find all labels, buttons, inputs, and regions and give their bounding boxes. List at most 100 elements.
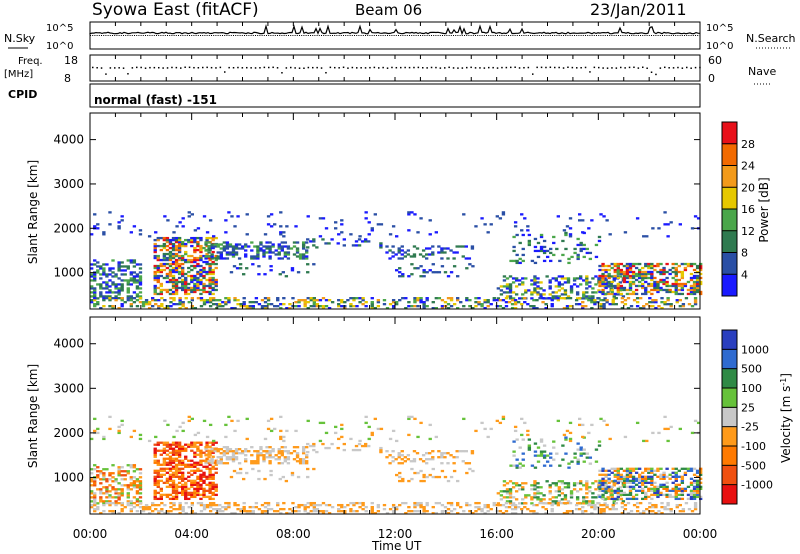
velocity-cell: [678, 427, 682, 431]
velocity-cell: [184, 463, 188, 466]
velocity-cell: [111, 511, 115, 515]
velocity-cell: [90, 480, 94, 483]
velocity-cell: [286, 450, 291, 453]
power-cell: [618, 275, 623, 278]
power-cell: [607, 274, 611, 278]
velocity-cell: [628, 473, 633, 476]
velocity-cell: [557, 480, 562, 483]
velocity-cell: [141, 507, 146, 511]
power-cell: [514, 279, 519, 282]
power-cell: [280, 245, 284, 248]
power-cell: [521, 283, 525, 286]
velocity-cell: [162, 463, 167, 466]
power-cell: [521, 233, 525, 237]
velocity-cell: [208, 487, 212, 491]
nsearch-dot: [178, 35, 179, 36]
velocity-cell: [90, 437, 94, 441]
power-cell: [290, 267, 295, 270]
nsearch-dot: [369, 35, 371, 36]
velocity-cell: [521, 464, 525, 467]
power-cell: [159, 270, 163, 274]
velocity-cell: [631, 477, 636, 480]
power-cell: [606, 291, 610, 294]
velocity-cell: [400, 450, 404, 453]
power-cell: [612, 277, 616, 280]
freq-dot: [646, 67, 648, 69]
power-cell: [674, 280, 678, 284]
velocity-cell: [212, 439, 216, 443]
power-cell: [598, 264, 602, 268]
power-cell: [683, 282, 688, 286]
velocity-cell: [548, 490, 552, 493]
velocity-cell: [681, 507, 686, 511]
power-cell: [151, 299, 155, 302]
power-cell: [202, 288, 206, 292]
nsearch-tick-top: 10^5: [706, 23, 733, 34]
velocity-cell: [114, 503, 118, 507]
power-cell: [625, 280, 630, 284]
power-cell: [364, 305, 368, 308]
velocity-cell: [550, 509, 554, 513]
power-cell: [660, 307, 664, 310]
power-cell: [114, 285, 118, 288]
velocity-cell: [318, 439, 323, 443]
power-cell: [665, 280, 669, 284]
velocity-cell: [153, 483, 157, 486]
velocity-cell: [199, 453, 203, 456]
power-cell: [111, 291, 115, 294]
velocity-cell: [582, 460, 586, 463]
velocity-cell: [505, 492, 510, 495]
power-cell: [521, 293, 525, 296]
velocity-cell: [424, 462, 429, 465]
power-cell: [199, 282, 203, 286]
power-cell: [644, 290, 648, 294]
velocity-cell: [99, 472, 103, 475]
nsearch-dot: [103, 35, 105, 36]
velocity-cell: [547, 501, 551, 505]
velocity-cell: [199, 475, 203, 478]
velocity-cell: [165, 457, 170, 460]
power-cell: [582, 295, 586, 298]
power-cell: [535, 307, 539, 310]
nsearch-dot: [666, 35, 668, 36]
power-cell: [376, 305, 381, 308]
power-cell: [162, 276, 167, 280]
power-cell: [651, 299, 655, 302]
beam-title: Beam 06: [355, 1, 422, 19]
velocity-cell: [274, 454, 278, 457]
velocity-cell: [165, 481, 170, 484]
nsearch-dot: [556, 35, 558, 36]
nsearch-dot: [593, 35, 595, 36]
velocity-cell: [171, 461, 176, 464]
velocity-cell: [205, 457, 209, 460]
velocity-cell: [349, 507, 353, 511]
power-cell: [446, 303, 451, 306]
power-cell: [120, 273, 124, 276]
power-cell: [480, 305, 484, 308]
power-cell: [671, 270, 675, 274]
velocity-cell: [419, 501, 423, 505]
power-cell: [498, 299, 503, 302]
power-cell: [190, 268, 194, 272]
velocity-cell: [168, 463, 173, 466]
power-cell: [315, 246, 319, 249]
velocity-cell: [165, 449, 170, 452]
power-cell: [165, 266, 170, 270]
colorbar-tick-label: 12: [741, 225, 755, 238]
power-cell: [391, 225, 396, 228]
velocity-cell: [440, 456, 444, 459]
velocity-cell: [288, 507, 292, 511]
power-cell: [610, 266, 614, 270]
velocity-cell: [512, 464, 516, 467]
y-tick-label: 2000: [53, 221, 84, 235]
velocity-cell: [309, 503, 313, 507]
velocity-cell: [533, 466, 538, 469]
power-cell: [233, 225, 237, 228]
power-cell: [321, 305, 326, 308]
power-cell: [90, 275, 94, 278]
velocity-cell: [527, 438, 532, 441]
power-cell: [680, 262, 685, 266]
velocity-cell: [684, 501, 689, 505]
velocity-cell: [93, 509, 97, 513]
power-cell: [539, 235, 544, 239]
